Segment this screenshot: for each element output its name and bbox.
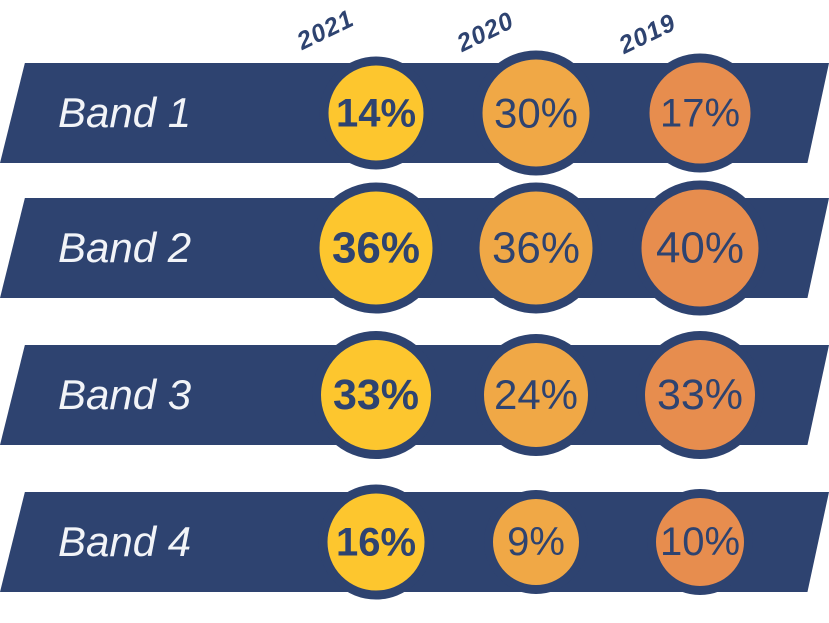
bubble-value: 33% — [332, 370, 420, 419]
bubble-value: 36% — [331, 223, 421, 272]
band-label: Band 1 — [58, 89, 192, 136]
band-row: Band 4 16% 9% 10% — [0, 484, 829, 600]
band-label: Band 4 — [58, 518, 192, 565]
bubble-2021-band-4: 16% — [318, 484, 434, 600]
bubble-value: 40% — [655, 223, 745, 272]
bubble-value: 33% — [656, 370, 744, 419]
bubble-value: 9% — [507, 520, 565, 564]
band-label: Band 3 — [58, 371, 192, 418]
bubble-2019-band-4: 10% — [647, 489, 753, 595]
bubble-value: 17% — [659, 91, 741, 135]
year-header-2019: 2019 — [614, 8, 681, 60]
bubble-value: 30% — [493, 89, 579, 136]
bubble-2020-band-4: 9% — [484, 490, 588, 594]
band-row: Band 3 33% 24% 33% — [0, 331, 829, 459]
band-row: Band 1 14% 30% 17% — [0, 50, 829, 176]
band-row: Band 2 36% 36% 40% — [0, 180, 829, 316]
bubble-2021-band-2: 36% — [310, 182, 442, 314]
bubble-2019-band-2: 40% — [632, 180, 768, 316]
bubble-2021-band-3: 33% — [312, 331, 440, 459]
bubble-value: 36% — [491, 223, 581, 272]
bubble-2019-band-1: 17% — [640, 53, 760, 173]
year-header-2020: 2020 — [452, 6, 519, 58]
year-header-2021: 2021 — [292, 4, 359, 56]
bubble-value: 16% — [335, 520, 417, 564]
bubble-2019-band-3: 33% — [636, 331, 764, 459]
bubble-2021-band-1: 14% — [319, 56, 433, 170]
bubble-2020-band-1: 30% — [473, 50, 599, 176]
band-label: Band 2 — [58, 224, 192, 271]
bubble-value: 14% — [335, 91, 417, 135]
bubble-2020-band-2: 36% — [470, 182, 602, 314]
bubble-value: 10% — [659, 520, 741, 564]
bubble-value: 24% — [493, 371, 579, 418]
bubble-2020-band-3: 24% — [475, 334, 597, 456]
